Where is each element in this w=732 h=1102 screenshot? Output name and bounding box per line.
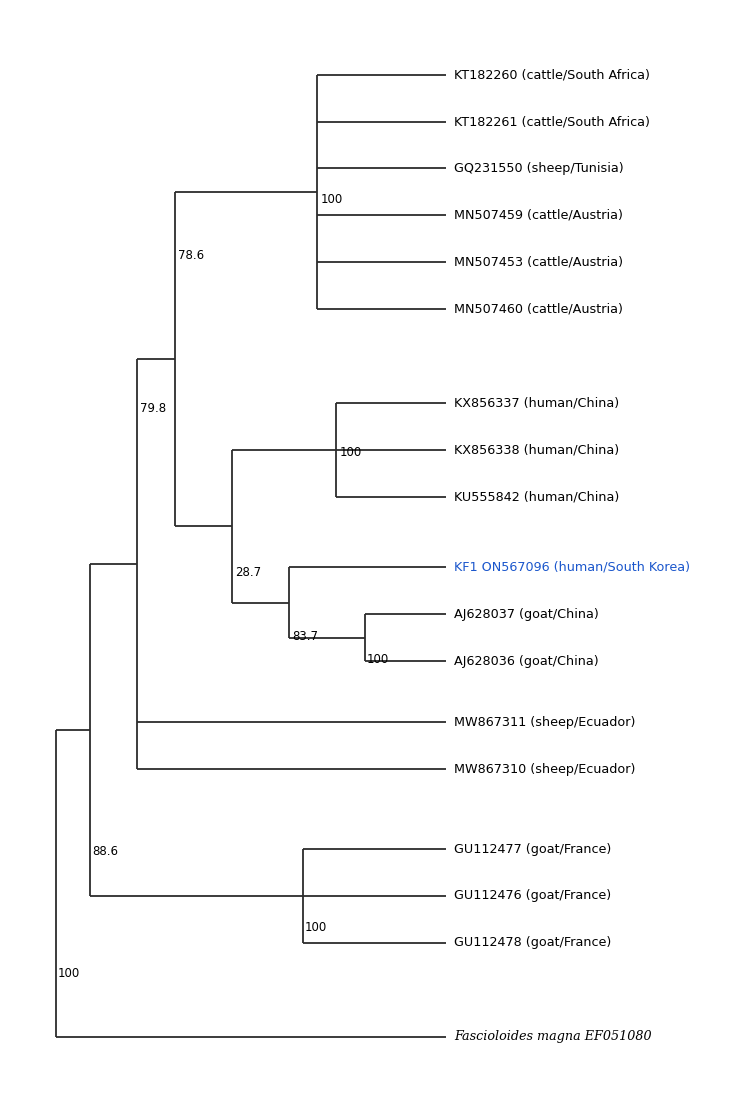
Text: GQ231550 (sheep/Tunisia): GQ231550 (sheep/Tunisia) [455, 162, 624, 175]
Text: 88.6: 88.6 [92, 845, 118, 858]
Text: Fascioloides magna EF051080: Fascioloides magna EF051080 [455, 1030, 652, 1044]
Text: GU112477 (goat/France): GU112477 (goat/France) [455, 843, 611, 855]
Text: 100: 100 [58, 968, 80, 981]
Text: AJ628036 (goat/China): AJ628036 (goat/China) [455, 655, 599, 668]
Text: 79.8: 79.8 [141, 402, 167, 415]
Text: KX856338 (human/China): KX856338 (human/China) [455, 444, 619, 456]
Text: KT182260 (cattle/South Africa): KT182260 (cattle/South Africa) [455, 68, 650, 82]
Text: 83.7: 83.7 [292, 629, 318, 642]
Text: MN507459 (cattle/Austria): MN507459 (cattle/Austria) [455, 209, 623, 222]
Text: MN507460 (cattle/Austria): MN507460 (cattle/Austria) [455, 303, 623, 316]
Text: MW867311 (sheep/Ecuador): MW867311 (sheep/Ecuador) [455, 716, 635, 728]
Text: GU112476 (goat/France): GU112476 (goat/France) [455, 889, 611, 903]
Text: MW867310 (sheep/Ecuador): MW867310 (sheep/Ecuador) [455, 763, 635, 776]
Text: KT182261 (cattle/South Africa): KT182261 (cattle/South Africa) [455, 115, 650, 128]
Text: 100: 100 [321, 193, 343, 206]
Text: KU555842 (human/China): KU555842 (human/China) [455, 490, 619, 504]
Text: 100: 100 [340, 446, 362, 460]
Text: AJ628037 (goat/China): AJ628037 (goat/China) [455, 608, 599, 620]
Text: 78.6: 78.6 [179, 249, 204, 262]
Text: 28.7: 28.7 [236, 566, 261, 580]
Text: MN507453 (cattle/Austria): MN507453 (cattle/Austria) [455, 256, 623, 269]
Text: 100: 100 [367, 653, 389, 666]
Text: 100: 100 [305, 920, 327, 933]
Text: GU112478 (goat/France): GU112478 (goat/France) [455, 937, 611, 950]
Text: KX856337 (human/China): KX856337 (human/China) [455, 397, 619, 410]
Text: KF1 ON567096 (human/South Korea): KF1 ON567096 (human/South Korea) [455, 561, 690, 574]
